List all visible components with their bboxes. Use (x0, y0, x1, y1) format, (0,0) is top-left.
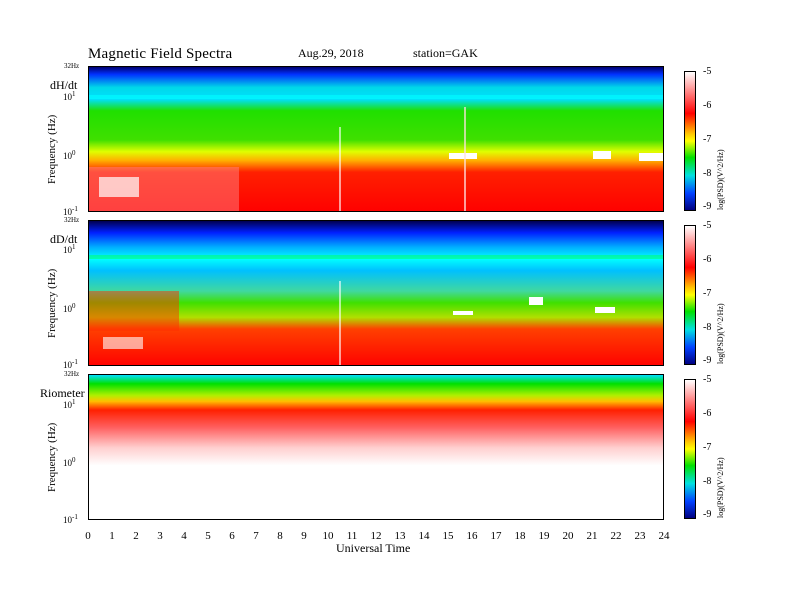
panel-1-ylabel: Frequency (Hz) (46, 114, 58, 184)
cb2-tick: -8 (703, 322, 712, 333)
cb2-tick: -7 (703, 288, 712, 299)
x-tick-label: 11 (346, 530, 358, 542)
cb1-tick: -6 (703, 100, 712, 111)
x-axis: 0 1 2 3 4 5 6 7 8 9 10 11 12 13 14 15 16 17 18 19 20 21 22 23 24 (85, 523, 669, 553)
x-tick-label: 14 (418, 530, 430, 542)
panel-3-top-tick: 32Hz (64, 370, 80, 378)
cb3-tick: -7 (703, 442, 712, 453)
spectrogram-panel-dddt (88, 220, 664, 366)
x-tick-label: 24 (658, 530, 670, 542)
x-tick-label: 0 (85, 530, 91, 542)
colorbar-3-label: log(PSD)(V^2/Hz) (716, 457, 725, 518)
chart-date: Aug.29, 2018 (298, 46, 364, 60)
chart-station: station=GAK (413, 46, 478, 60)
panel-3-ytick-10-1: 101 (63, 398, 76, 410)
x-tick-label: 3 (157, 530, 163, 542)
cb3-tick: -5 (703, 374, 712, 385)
x-tick-label: 1 (109, 530, 115, 542)
cb1-tick: -5 (703, 66, 712, 77)
panel-1-top-tick: 32Hz (64, 62, 80, 70)
colorbar-2 (684, 225, 696, 365)
panel-label-dhdt: dH/dt (50, 78, 78, 92)
panel-1-ytick-10-0: 100 (63, 149, 76, 161)
panel-2-top-tick: 32Hz (64, 216, 80, 224)
panel-3-ytick-10-0: 100 (63, 456, 76, 468)
spectrogram-dddt (89, 221, 663, 365)
panel-1-ytick-10-1: 101 (63, 90, 76, 102)
colorbar-2-label: log(PSD)(V^2/Hz) (716, 303, 725, 364)
cb2-tick: -9 (703, 355, 712, 366)
x-tick-label: 13 (394, 530, 406, 542)
x-tick-label: 6 (229, 530, 235, 542)
panel-label-riometer: Riometer (40, 386, 85, 400)
x-tick-label: 5 (205, 530, 211, 542)
x-tick-label: 16 (466, 530, 478, 542)
chart-title: Magnetic Field Spectra (88, 46, 233, 62)
colorbar-3 (684, 379, 696, 519)
cb1-tick: -9 (703, 201, 712, 212)
x-tick-label: 17 (490, 530, 502, 542)
spectrogram-panel-dhdt (88, 66, 664, 212)
panel-1-ytick-10-m1: 10-1 (63, 205, 78, 217)
panel-3-ylabel: Frequency (Hz) (46, 422, 58, 492)
x-tick-label: 9 (301, 530, 307, 542)
colorbar-1-label: log(PSD)(V^2/Hz) (716, 149, 725, 210)
cb2-tick: -6 (703, 254, 712, 265)
x-tick-label: 7 (253, 530, 259, 542)
cb2-tick: -5 (703, 220, 712, 231)
panel-3-ytick-10-m1: 10-1 (63, 513, 78, 525)
cb1-tick: -8 (703, 168, 712, 179)
x-tick-label: 23 (634, 530, 646, 542)
panel-2-ylabel: Frequency (Hz) (46, 268, 58, 338)
x-tick-label: 18 (514, 530, 526, 542)
panel-2-ytick-10-0: 100 (63, 302, 76, 314)
spectrogram-dhdt (89, 67, 663, 211)
x-tick-label: 20 (562, 530, 574, 542)
x-tick-label: 15 (442, 530, 454, 542)
spectrogram-riometer (89, 375, 663, 519)
cb3-tick: -6 (703, 408, 712, 419)
panel-label-dddt: dD/dt (50, 232, 78, 246)
cb1-tick: -7 (703, 134, 712, 145)
panel-2-ytick-10-m1: 10-1 (63, 358, 78, 370)
x-tick-label: 8 (277, 530, 283, 542)
x-tick-label: 10 (322, 530, 334, 542)
x-tick-label: 21 (586, 530, 598, 542)
x-axis-label: Universal Time (336, 541, 411, 555)
spectrogram-panel-riometer (88, 374, 664, 520)
x-tick-label: 19 (538, 530, 550, 542)
x-tick-label: 12 (370, 530, 382, 542)
x-tick-label: 4 (181, 530, 187, 542)
x-tick-label: 22 (610, 530, 622, 542)
cb3-tick: -8 (703, 476, 712, 487)
cb3-tick: -9 (703, 509, 712, 520)
colorbar-1 (684, 71, 696, 211)
panel-2-ytick-10-1: 101 (63, 243, 76, 255)
x-tick-label: 2 (133, 530, 139, 542)
